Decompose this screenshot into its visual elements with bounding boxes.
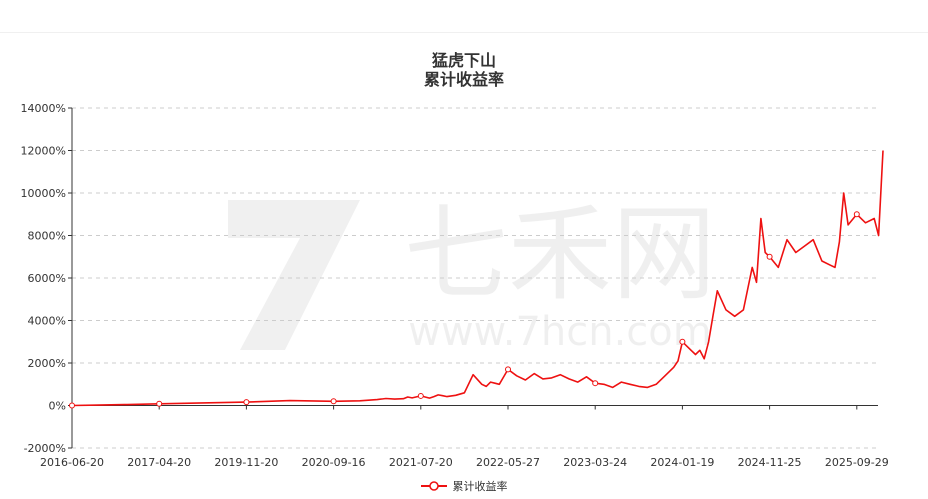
x-axis: 2016-06-20 2017-04-20 2019-11-20 2020-09-16…	[40, 405, 889, 469]
watermark-url: www.7hcn.com	[408, 309, 711, 355]
y-tick-label: 2000%	[28, 357, 66, 370]
data-point[interactable]	[592, 380, 599, 387]
watermark: 七禾网 www.7hcn.com	[228, 193, 716, 355]
chart-title-block: 猛虎下山 累计收益率	[0, 51, 928, 89]
y-tick-label: 0%	[49, 400, 66, 413]
data-point[interactable]	[243, 399, 250, 406]
legend: 累计收益率	[0, 478, 928, 495]
x-tick-label: 2016-06-20	[40, 456, 104, 469]
data-point[interactable]	[330, 398, 337, 405]
data-point[interactable]	[417, 392, 424, 399]
legend-label: 累计收益率	[452, 480, 508, 493]
data-point[interactable]	[853, 211, 860, 218]
x-tick-label: 2019-11-20	[214, 456, 278, 469]
y-axis: -2000% 0% 2000% 4000% 6000% 8000% 10000% 12000%…	[21, 102, 73, 455]
y-tick-label: 14000%	[21, 102, 66, 115]
chart-title: 猛虎下山	[431, 51, 496, 70]
series-line	[71, 150, 884, 407]
y-tick-label: 10000%	[21, 187, 66, 200]
grid-lines	[72, 107, 878, 449]
x-tick-label: 2021-07-20	[389, 456, 453, 469]
data-point[interactable]	[505, 366, 511, 373]
watermark-text: 七禾网	[404, 193, 716, 315]
x-tick-label: 2025-09-29	[825, 456, 889, 469]
series-cumulative-return	[69, 150, 884, 409]
x-tick-label: 2017-04-20	[127, 456, 191, 469]
data-point[interactable]	[156, 400, 163, 407]
x-tick-label: 2024-01-19	[650, 456, 714, 469]
watermark-logo-icon	[228, 200, 360, 350]
x-tick-label: 2022-05-27	[476, 456, 540, 469]
y-tick-label: 12000%	[21, 145, 66, 158]
chart-subtitle: 累计收益率	[423, 70, 504, 89]
header-divider	[0, 32, 928, 33]
data-point[interactable]	[69, 402, 75, 409]
data-point[interactable]	[766, 253, 773, 260]
x-tick-label: 2020-09-16	[302, 456, 366, 469]
x-tick-label: 2024-11-25	[738, 456, 802, 469]
y-tick-label: 4000%	[28, 315, 66, 328]
legend-item[interactable]: 累计收益率	[420, 478, 508, 494]
x-tick-label: 2023-03-24	[563, 456, 627, 469]
y-tick-label: 8000%	[28, 230, 66, 243]
data-point[interactable]	[679, 338, 686, 345]
y-tick-label: 6000%	[28, 272, 66, 285]
legend-line-marker-icon	[420, 481, 447, 491]
y-tick-label: -2000%	[24, 442, 66, 455]
